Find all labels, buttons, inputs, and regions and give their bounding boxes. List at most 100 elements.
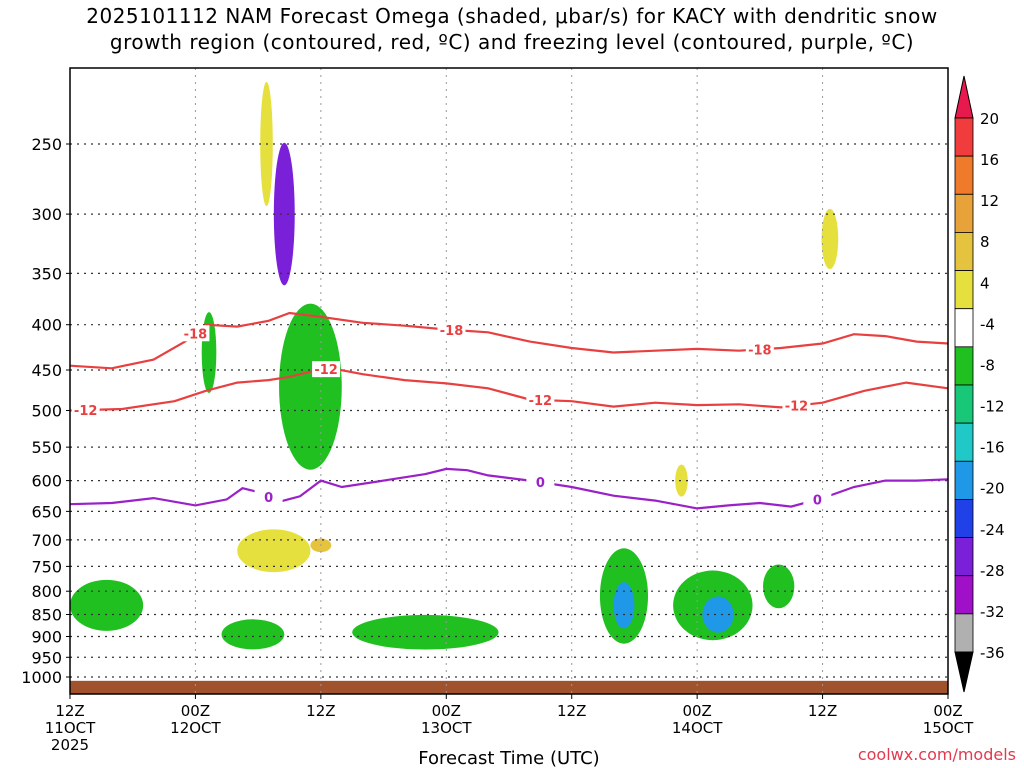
- y-tick-label: 850: [31, 606, 62, 625]
- y-tick-label: 650: [31, 502, 62, 521]
- x-tick-label: 12OCT: [170, 719, 221, 737]
- x-tick-label: 00Z: [682, 702, 711, 720]
- y-tick-label: 450: [31, 361, 62, 380]
- colorbar-segment: [954, 117, 974, 157]
- colorbar-label: -16: [980, 439, 1005, 457]
- omega-region-14: [237, 529, 311, 573]
- colorbar-label: 16: [980, 151, 999, 169]
- colorbar-segment: [954, 346, 974, 386]
- x-tick-label: 13OCT: [421, 719, 472, 737]
- contour-label-bg: [254, 488, 283, 505]
- colorbar-label: 12: [980, 192, 999, 210]
- x-tick-label: 14OCT: [672, 719, 723, 737]
- contour-label-bg: [803, 491, 832, 508]
- omega-region-17: [821, 208, 839, 270]
- colorbar-label: -8: [980, 356, 995, 374]
- y-tick-label: 900: [31, 627, 62, 646]
- colorbar-segment: [954, 232, 974, 271]
- chart-title-line2: growth region (contoured, red, ºC) and f…: [109, 30, 915, 54]
- colorbar-segment: [954, 384, 974, 424]
- contour-label--12C: -12: [314, 363, 338, 378]
- contour--18C: [69, 311, 949, 370]
- colorbar-segment: [954, 575, 974, 615]
- x-tick-label: 00Z: [933, 702, 962, 720]
- colorbar-label: 8: [980, 233, 990, 251]
- contour-label-bg: [437, 321, 466, 338]
- contour-label--18C: -18: [440, 324, 464, 339]
- contour-label--12C: -12: [785, 400, 809, 415]
- y-tick-label: 950: [31, 648, 62, 667]
- contour-label-bg: [181, 325, 210, 342]
- contour-label-0C: 0: [536, 476, 545, 491]
- colorbar-label: -24: [980, 521, 1005, 539]
- x-tick-label: 12Z: [55, 702, 84, 720]
- contour-label-0C: 0: [264, 491, 273, 506]
- y-tick-label: 750: [31, 557, 62, 576]
- colorbar-segment: [954, 155, 974, 195]
- colorbar-bottom-arrow: [954, 651, 974, 693]
- contour-label-bg: [745, 341, 774, 358]
- contour-label--18C: -18: [748, 343, 772, 358]
- contour-label-0C: 0: [813, 494, 822, 509]
- x-tick-label: 15OCT: [923, 719, 974, 737]
- contour-label-bg: [312, 361, 341, 378]
- plot-frame: [69, 67, 949, 695]
- colorbar-segment: [954, 613, 974, 653]
- ground-strip: [70, 680, 948, 694]
- x-tick-label: 12Z: [557, 702, 586, 720]
- y-tick-label: 500: [31, 402, 62, 421]
- colorbar-label: -12: [980, 398, 1005, 416]
- omega-region-7: [352, 614, 499, 650]
- colorbar-top-arrow: [954, 75, 974, 119]
- omega-region-12: [613, 582, 635, 629]
- colorbar-segment: [954, 499, 974, 538]
- x-tick-label: 2025: [51, 736, 89, 754]
- colorbar-segment: [954, 422, 974, 462]
- colorbar-label: 4: [980, 274, 990, 292]
- contour-label-bg: [782, 397, 811, 414]
- y-tick-label: 700: [31, 531, 62, 550]
- x-tick-label: 00Z: [432, 702, 461, 720]
- omega-region-18: [675, 464, 688, 497]
- y-tick-label: 800: [31, 582, 62, 601]
- y-tick-label: 350: [31, 264, 62, 283]
- colorbar-segment: [954, 308, 974, 348]
- credit-text: coolwx.com/models: [857, 745, 1016, 764]
- omega-region-1: [273, 142, 295, 286]
- omega-region-13: [702, 596, 734, 633]
- omega-region-10: [762, 564, 795, 609]
- chart-title-line1: 2025101112 NAM Forecast Omega (shaded, μ…: [86, 4, 938, 28]
- contour-label--18C: -18: [184, 327, 208, 342]
- y-tick-label: 1000: [21, 668, 62, 687]
- x-axis-label: Forecast Time (UTC): [418, 748, 599, 768]
- omega-region-4: [279, 303, 342, 470]
- omega-region-6: [221, 619, 285, 650]
- y-tick-label: 400: [31, 316, 62, 335]
- colorbar-label: -32: [980, 603, 1005, 621]
- y-tick-label: 550: [31, 438, 62, 457]
- x-tick-label: 12Z: [306, 702, 335, 720]
- contour-label-bg: [526, 391, 555, 408]
- colorbar-segment: [954, 193, 974, 233]
- contour-label--12C: -12: [529, 394, 553, 409]
- colorbar-segment: [954, 537, 974, 577]
- x-tick-label: 00Z: [181, 702, 210, 720]
- colorbar-segment: [954, 460, 974, 500]
- x-tick-label: 11OCT: [45, 719, 96, 737]
- colorbar-segment: [954, 270, 974, 310]
- y-tick-label: 300: [31, 205, 62, 224]
- contour-0C: [69, 467, 949, 510]
- x-tick-label: 12Z: [808, 702, 837, 720]
- colorbar-label: -20: [980, 480, 1005, 498]
- colorbar-label: -28: [980, 562, 1005, 580]
- contour-label-bg: [526, 474, 555, 491]
- y-tick-label: 600: [31, 472, 62, 491]
- colorbar-label: 20: [980, 110, 999, 128]
- colorbar-label: -4: [980, 315, 995, 333]
- colorbar-label: -36: [980, 644, 1005, 662]
- contour-label-bg: [71, 402, 100, 419]
- omega-region-5: [70, 579, 144, 631]
- contour-label--12C: -12: [74, 404, 98, 419]
- y-tick-label: 250: [31, 135, 62, 154]
- plot-area: [70, 68, 948, 694]
